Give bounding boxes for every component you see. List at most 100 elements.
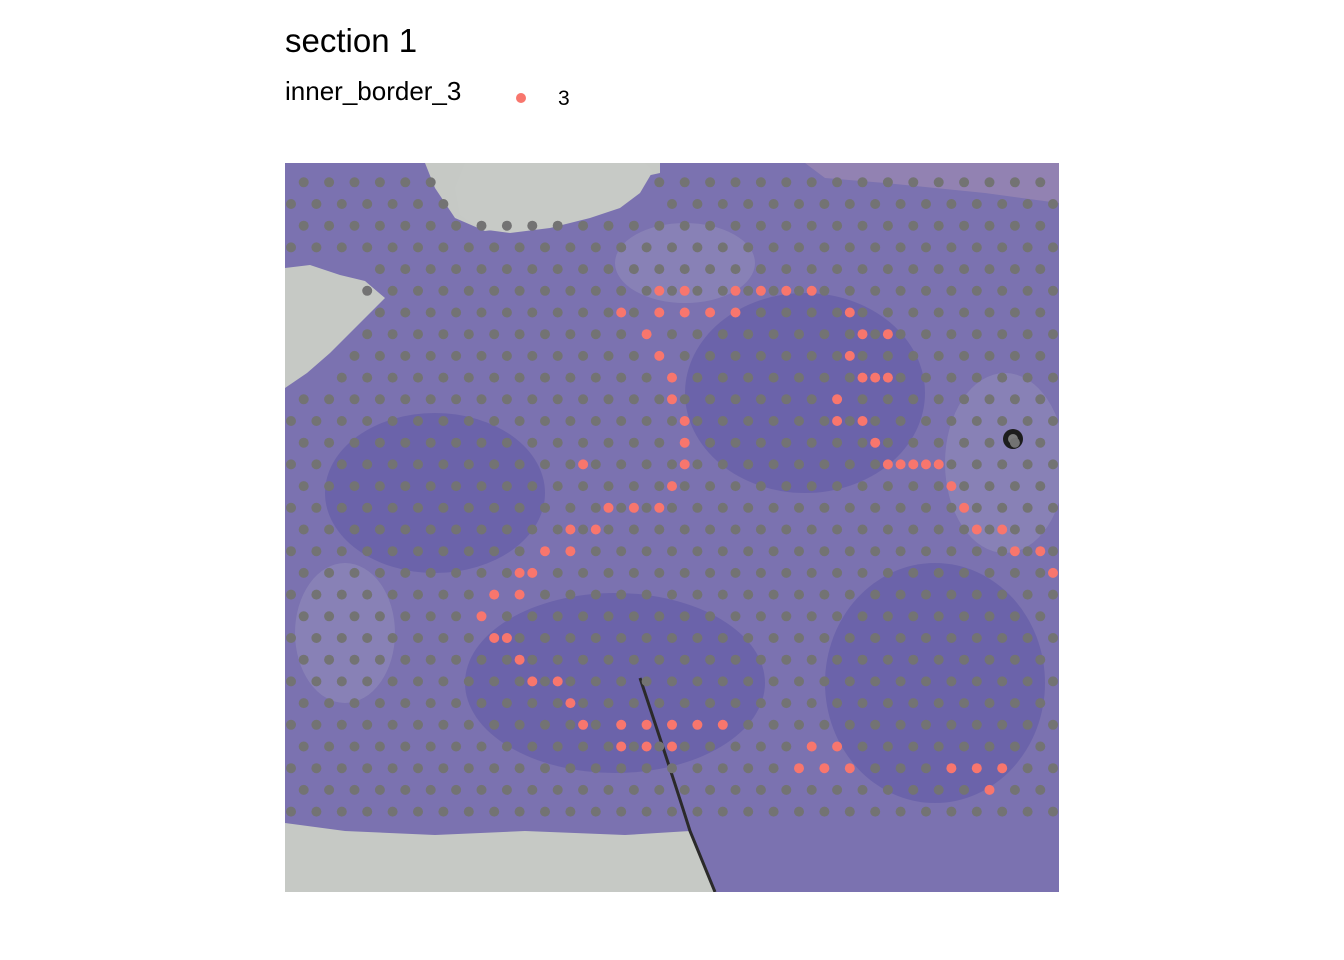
background-spot	[844, 459, 855, 470]
background-spot	[603, 307, 614, 318]
legend-key-3	[516, 93, 526, 103]
background-spot	[413, 242, 423, 253]
background-spot	[705, 654, 716, 665]
background-spot	[781, 567, 792, 578]
background-spot	[286, 633, 296, 643]
highlight-spot	[527, 567, 538, 578]
background-spot	[1048, 329, 1058, 340]
background-spot	[654, 654, 665, 665]
background-spot	[692, 199, 703, 209]
background-spot	[882, 784, 893, 795]
background-spot	[514, 633, 525, 643]
background-spot	[590, 676, 601, 687]
background-spot	[819, 676, 830, 687]
background-spot	[552, 394, 563, 405]
background-spot	[387, 416, 398, 426]
background-spot	[730, 220, 741, 231]
background-spot	[349, 567, 360, 578]
background-spot	[819, 199, 830, 209]
background-spot	[959, 567, 970, 578]
background-spot	[578, 654, 589, 665]
background-spot	[794, 329, 804, 340]
background-spot	[832, 654, 843, 665]
background-spot	[654, 524, 665, 535]
background-spot	[717, 459, 728, 470]
background-spot	[1009, 611, 1020, 622]
background-spot	[324, 698, 335, 709]
background-spot	[654, 611, 665, 622]
highlight-spot	[679, 459, 690, 470]
background-spot	[476, 784, 487, 795]
highlight-spot	[857, 329, 868, 340]
background-spot	[882, 611, 893, 622]
background-spot	[349, 524, 360, 535]
background-spot	[717, 589, 728, 600]
background-spot	[628, 437, 639, 448]
background-spot	[755, 567, 766, 578]
background-spot	[489, 329, 500, 340]
background-spot	[1009, 698, 1020, 709]
background-spot	[667, 546, 677, 557]
background-spot	[908, 394, 919, 405]
background-spot	[641, 502, 652, 513]
background-spot	[794, 459, 804, 470]
highlight-spot	[882, 459, 893, 470]
background-spot	[908, 698, 919, 709]
background-spot	[311, 459, 322, 470]
tissue-fibre	[638, 677, 717, 892]
background-spot	[755, 698, 766, 709]
background-spot	[857, 567, 868, 578]
background-spot	[705, 350, 716, 361]
background-spot	[489, 676, 500, 687]
highlight-spot	[921, 459, 931, 470]
background-spot	[895, 285, 906, 296]
background-spot	[984, 177, 995, 188]
background-spot	[362, 459, 373, 470]
background-spot	[743, 372, 754, 383]
background-spot	[1009, 350, 1020, 361]
background-spot	[489, 502, 500, 513]
background-spot	[413, 329, 423, 340]
background-spot	[1035, 524, 1046, 535]
background-spot	[1035, 394, 1046, 405]
background-spot	[1048, 589, 1058, 600]
background-spot	[425, 350, 436, 361]
background-spot	[921, 589, 931, 600]
background-spot	[565, 633, 576, 643]
glass-top-hole	[455, 163, 653, 233]
background-spot	[895, 719, 906, 730]
background-spot	[641, 372, 652, 383]
background-spot	[476, 524, 487, 535]
background-spot	[438, 459, 449, 470]
background-spot	[679, 177, 690, 188]
background-spot	[1048, 459, 1058, 470]
background-spot	[895, 546, 906, 557]
background-spot	[463, 285, 474, 296]
background-spot	[451, 654, 462, 665]
background-spot	[286, 676, 296, 687]
background-spot	[857, 698, 868, 709]
background-spot	[298, 437, 309, 448]
background-spot	[438, 242, 449, 253]
background-spot	[336, 242, 347, 253]
background-spot	[387, 285, 398, 296]
background-spot	[857, 481, 868, 492]
background-spot	[806, 177, 817, 188]
background-spot	[603, 567, 614, 578]
background-spot	[451, 567, 462, 578]
highlight-spot	[692, 719, 703, 730]
background-spot	[844, 546, 855, 557]
background-spot	[959, 307, 970, 318]
background-spot	[679, 264, 690, 275]
background-spot	[921, 502, 931, 513]
background-spot	[844, 416, 855, 426]
background-spot	[349, 654, 360, 665]
background-spot	[590, 806, 601, 817]
background-spot	[743, 589, 754, 600]
background-spot	[908, 437, 919, 448]
background-spot	[1035, 481, 1046, 492]
background-spot	[946, 719, 957, 730]
background-spot	[552, 524, 563, 535]
background-spot	[590, 719, 601, 730]
background-spot	[870, 416, 881, 426]
